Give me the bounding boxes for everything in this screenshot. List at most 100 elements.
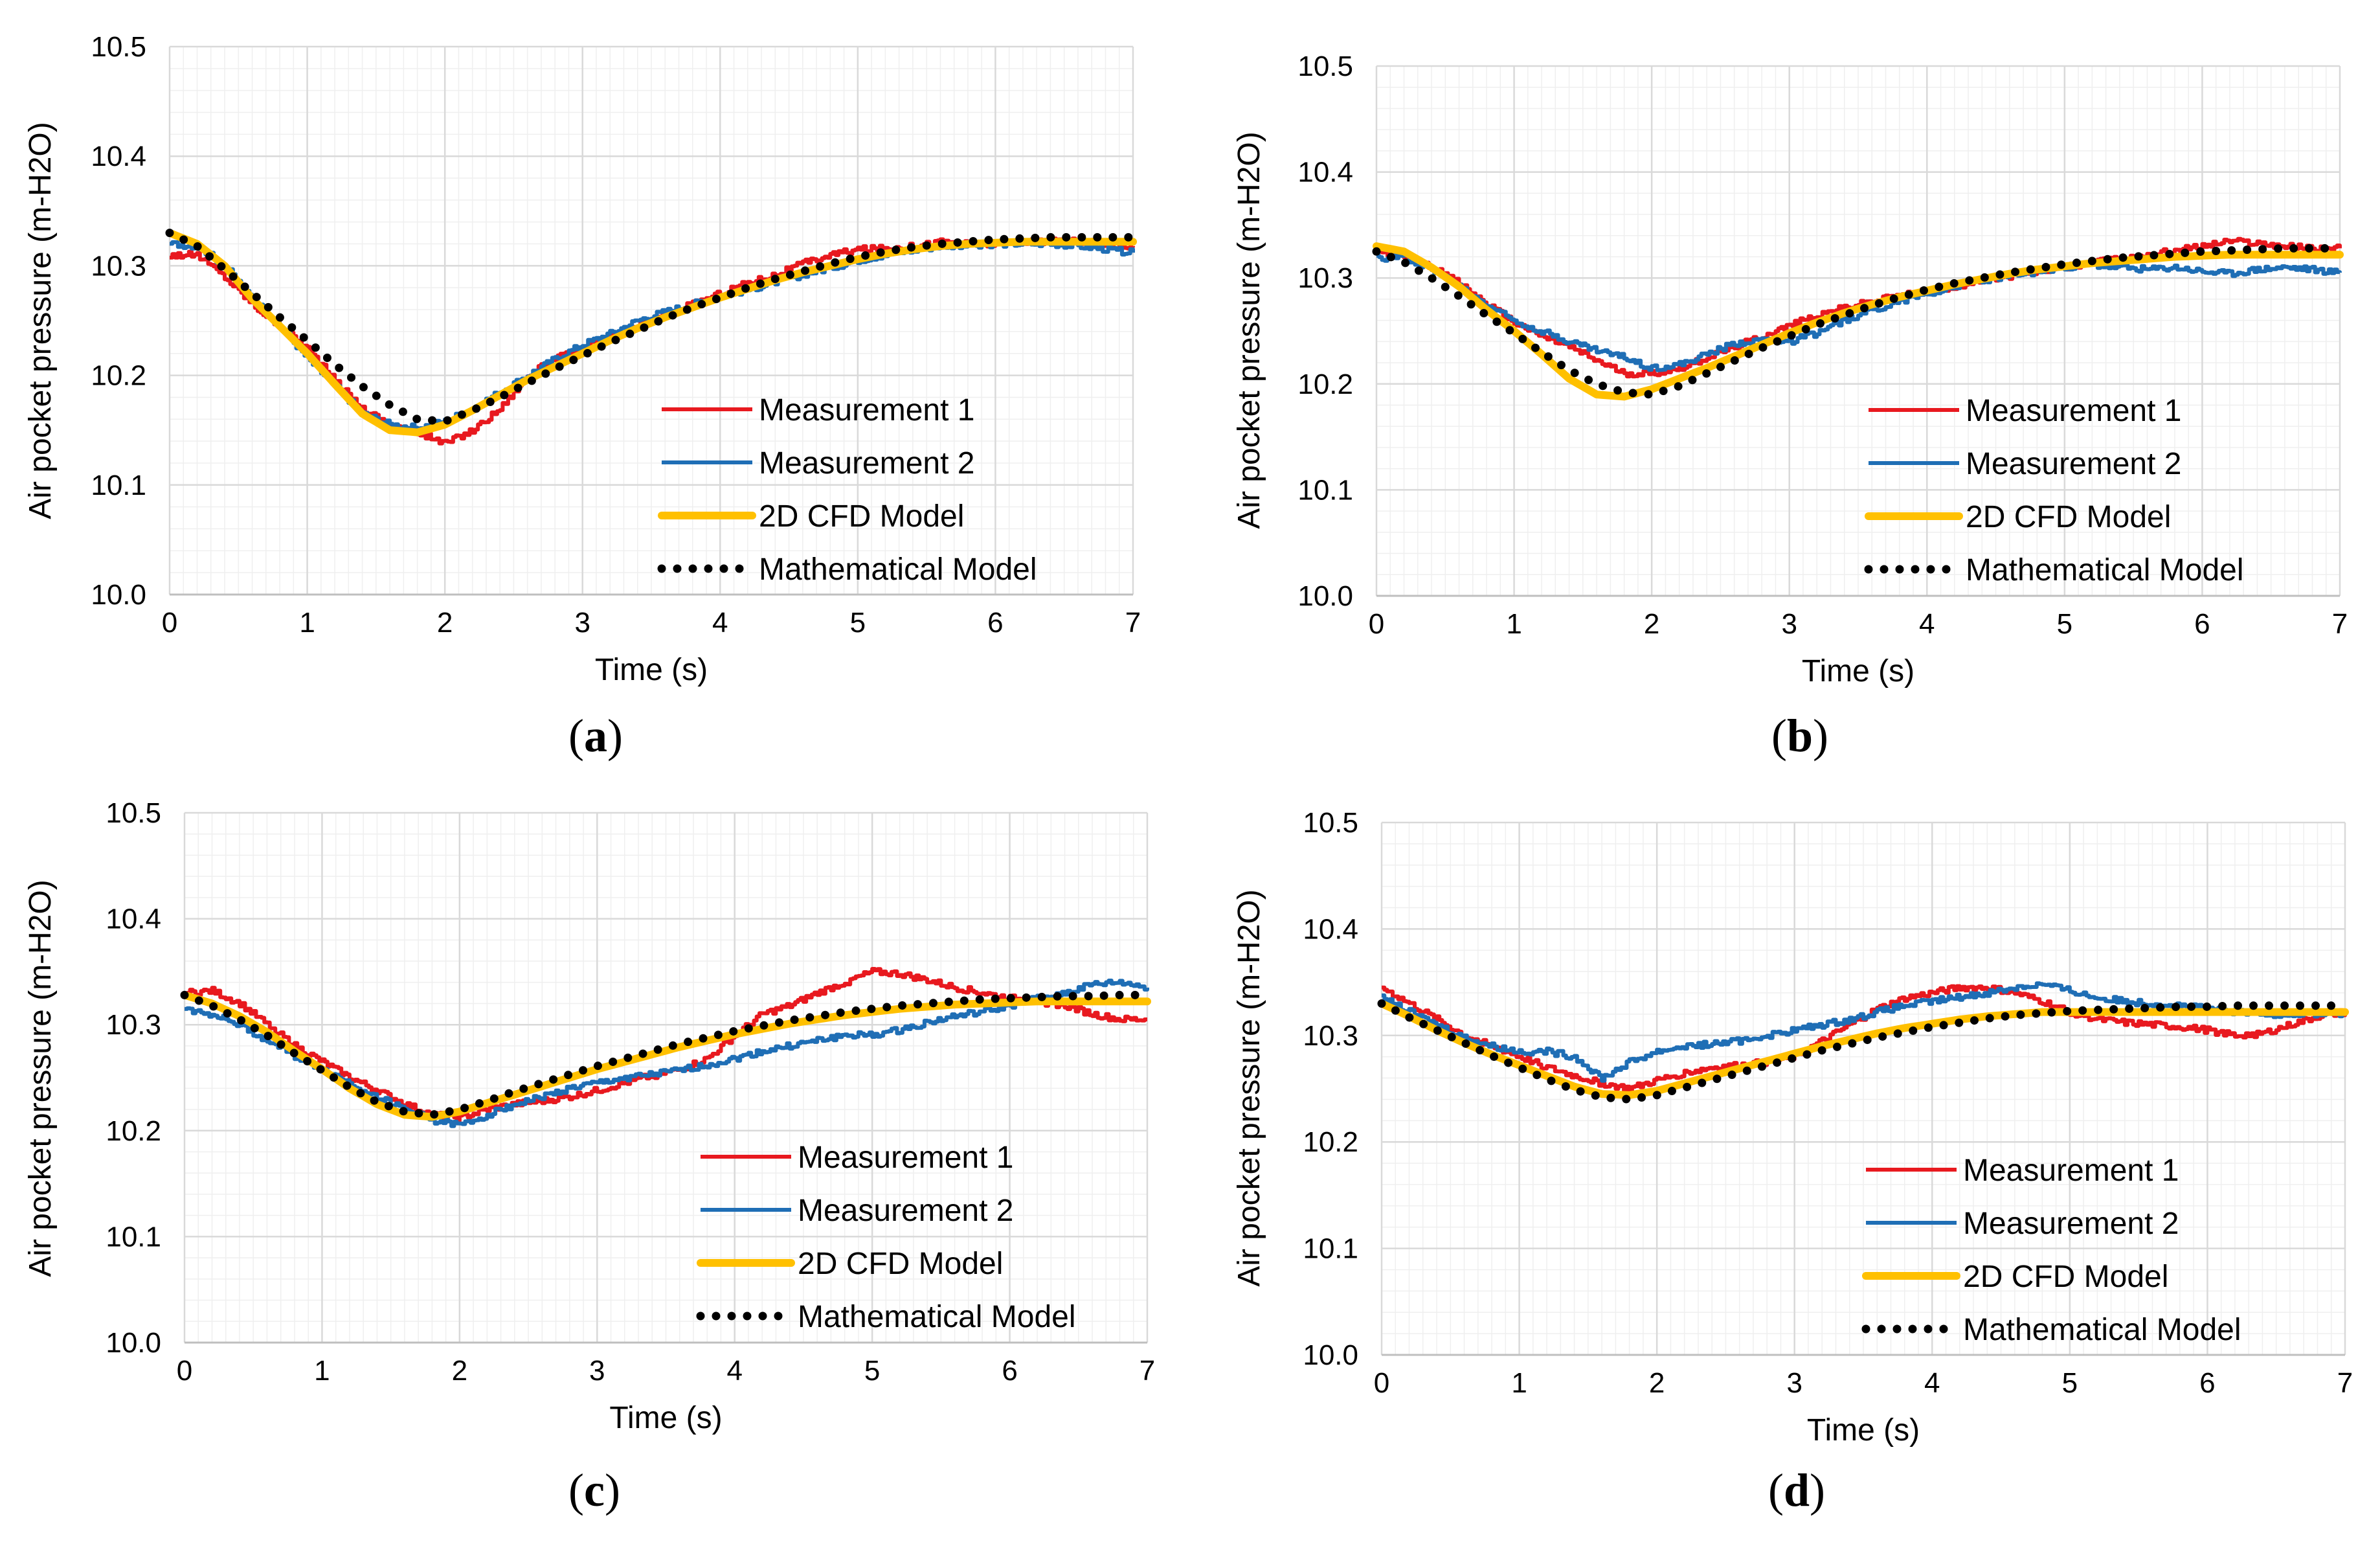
x-axis-label: Time (s) — [1807, 1413, 1920, 1448]
legend-label: Measurement 1 — [759, 393, 975, 427]
x-tick-label: 0 — [1374, 1367, 1389, 1399]
chart-panel-d: 0 1 2 3 4 5 6 7 10.0 10.1 10.2 10.3 10.4 10.5 Time (s)… — [1232, 807, 2353, 1516]
x-tick-label: 1 — [299, 607, 315, 639]
x-tick-label: 1 — [1511, 1367, 1527, 1399]
y-tick-label: 10.4 — [106, 903, 161, 935]
legend: Measurement 1 Measurement 2 2D CFD Model Ma… — [696, 1141, 1076, 1334]
panel-label-letter: c — [584, 1464, 605, 1516]
y-tick-label: 10.5 — [91, 31, 146, 63]
x-tick-label: 3 — [574, 607, 590, 639]
y-tick-label: 10.1 — [106, 1221, 161, 1253]
chart-panel-b: 0 1 2 3 4 5 6 7 10.0 10.1 10.2 10.3 10.4 10.5 Time (s)… — [1232, 51, 2348, 762]
x-tick-label: 4 — [1924, 1367, 1940, 1399]
series-line-math — [1377, 999, 2350, 1104]
x-tick-label: 5 — [2057, 608, 2072, 640]
x-tick-label: 0 — [162, 607, 177, 639]
y-tick-label: 10.2 — [1303, 1126, 1358, 1158]
y-tick-label: 10.2 — [1297, 369, 1353, 400]
series-line-math — [180, 990, 1152, 1119]
panel-label: (d) — [1768, 1464, 1825, 1516]
x-tick-label: 6 — [2194, 608, 2210, 640]
legend: Measurement 1 Measurement 2 2D CFD Model Ma… — [657, 393, 1037, 587]
grid — [1375, 65, 2341, 597]
legend-label: Measurement 2 — [1966, 447, 2182, 481]
x-tick-label: 2 — [452, 1355, 467, 1387]
x-tick-label: 1 — [314, 1355, 330, 1387]
legend-label: 2D CFD Model — [759, 499, 964, 534]
series-line-math — [1372, 244, 2344, 399]
x-tick-label: 2 — [437, 607, 453, 639]
x-axis-label: Time (s) — [609, 1401, 722, 1435]
y-tick-label: 10.4 — [91, 141, 146, 172]
x-tick-label: 7 — [2332, 608, 2348, 640]
y-tick-label: 10.3 — [106, 1009, 161, 1041]
x-tick-label: 2 — [1644, 608, 1659, 640]
legend-label: 2D CFD Model — [798, 1247, 1003, 1281]
grid — [168, 45, 1134, 596]
legend-label: Measurement 1 — [1963, 1153, 2179, 1188]
y-tick-label: 10.5 — [1303, 807, 1358, 839]
panel-label: (b) — [1771, 710, 1828, 762]
panel-label-letter: a — [584, 710, 607, 762]
series-group — [165, 229, 1138, 446]
y-tick-label: 10.3 — [91, 250, 146, 282]
y-tick-label: 10.0 — [91, 579, 146, 611]
y-axis-label: Air pocket pressure (m-H2O) — [1232, 889, 1266, 1286]
series-line-cfd — [1378, 999, 2349, 1099]
y-tick-label: 10.0 — [106, 1327, 161, 1359]
y-tick-label: 10.1 — [91, 470, 146, 501]
x-tick-label: 4 — [712, 607, 728, 639]
y-tick-label: 10.0 — [1297, 580, 1353, 612]
series-group — [1372, 236, 2344, 401]
y-tick-label: 10.2 — [91, 360, 146, 392]
grid — [1380, 821, 2346, 1356]
x-tick-label: 0 — [177, 1355, 192, 1387]
x-tick-label: 5 — [864, 1355, 880, 1387]
legend-label: Measurement 2 — [759, 446, 975, 481]
y-axis-label: Air pocket pressure (m-H2O) — [23, 880, 58, 1277]
y-tick-label: 10.1 — [1303, 1233, 1358, 1265]
legend-label: Mathematical Model — [1963, 1313, 2241, 1347]
x-tick-label: 4 — [1919, 608, 1935, 640]
y-tick-label: 10.0 — [1303, 1339, 1358, 1371]
series-group — [1377, 981, 2350, 1104]
legend-label: 2D CFD Model — [1963, 1260, 2168, 1294]
x-tick-label: 5 — [2062, 1367, 2078, 1399]
x-tick-label: 3 — [589, 1355, 605, 1387]
series-line-measurement2 — [1376, 253, 2342, 372]
y-tick-label: 10.5 — [106, 797, 161, 829]
x-tick-label: 7 — [1139, 1355, 1155, 1387]
y-axis-label: Air pocket pressure (m-H2O) — [23, 122, 58, 519]
legend-label: Mathematical Model — [1966, 553, 2244, 587]
series-line-math — [165, 229, 1138, 426]
x-tick-label: 5 — [850, 607, 866, 639]
legend: Measurement 1 Measurement 2 2D CFD Model Ma… — [1861, 1153, 2241, 1347]
y-tick-label: 10.3 — [1303, 1020, 1358, 1052]
legend: Measurement 1 Measurement 2 2D CFD Model Ma… — [1864, 394, 2244, 587]
legend-label: 2D CFD Model — [1966, 500, 2171, 534]
panel-label: (c) — [568, 1464, 620, 1516]
legend-label: Measurement 1 — [798, 1141, 1014, 1175]
legend-label: Mathematical Model — [798, 1300, 1076, 1334]
x-tick-label: 4 — [726, 1355, 742, 1387]
x-tick-label: 7 — [1125, 607, 1141, 639]
x-tick-label: 6 — [2199, 1367, 2215, 1399]
y-tick-label: 10.4 — [1303, 913, 1358, 945]
x-tick-label: 7 — [2337, 1367, 2353, 1399]
panel-label-letter: b — [1787, 710, 1813, 762]
x-tick-label: 1 — [1506, 608, 1521, 640]
y-axis-label: Air pocket pressure (m-H2O) — [1232, 131, 1266, 528]
y-tick-label: 10.1 — [1297, 474, 1353, 506]
series-group — [180, 967, 1152, 1128]
panel-label: (a) — [568, 710, 623, 762]
x-tick-label: 6 — [987, 607, 1003, 639]
series-line-measurement2 — [1382, 981, 2347, 1083]
x-axis-label: Time (s) — [595, 653, 708, 687]
y-tick-label: 10.4 — [1297, 157, 1353, 188]
x-tick-label: 6 — [1002, 1355, 1017, 1387]
x-tick-label: 0 — [1369, 608, 1384, 640]
x-tick-label: 3 — [1786, 1367, 1802, 1399]
chart-panel-c: 0 1 2 3 4 5 6 7 10.0 10.1 10.2 10.3 10.4 10.5 Time (s)… — [23, 797, 1155, 1516]
